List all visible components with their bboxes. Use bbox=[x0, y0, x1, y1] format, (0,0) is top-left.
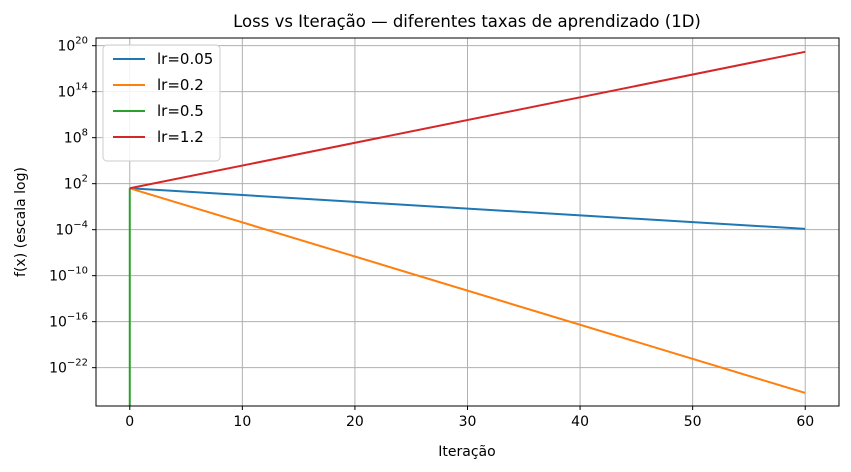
y-tick-label: 102 bbox=[64, 174, 88, 193]
legend-label: lr=0.05 bbox=[157, 50, 213, 68]
y-tick-label: 1020 bbox=[57, 36, 88, 55]
legend-box bbox=[102, 44, 221, 162]
y-tick-label: 10−22 bbox=[49, 358, 88, 377]
y-tick-label: 108 bbox=[64, 128, 88, 147]
y-tick-label: 10−10 bbox=[49, 266, 88, 285]
x-tick-label: 10 bbox=[233, 414, 251, 430]
x-tick-label: 0 bbox=[125, 414, 134, 430]
x-tick-label: 40 bbox=[571, 414, 589, 430]
y-tick-label: 10−16 bbox=[49, 312, 88, 331]
legend-label: lr=0.5 bbox=[157, 102, 204, 120]
series-line-lr=1.2 bbox=[129, 50, 806, 190]
y-axis-label: f(x) (escala log) bbox=[13, 167, 29, 277]
axis-ticks: 0 10 20 30 40 50 601020101410810210−410−1010−1… bbox=[49, 36, 814, 430]
x-tick-label: 20 bbox=[346, 414, 364, 430]
x-tick-label: 50 bbox=[684, 414, 702, 430]
series-line-lr=0.05 bbox=[129, 187, 806, 230]
series-lines bbox=[128, 50, 806, 406]
x-tick-label: 60 bbox=[796, 414, 814, 430]
x-tick-label: 30 bbox=[459, 414, 477, 430]
y-tick-label: 1014 bbox=[57, 82, 88, 101]
y-tick-label: 10−4 bbox=[55, 220, 88, 239]
x-axis-label: Iteração bbox=[438, 444, 495, 460]
series-line-lr=0.2 bbox=[129, 187, 806, 394]
legend-label: lr=1.2 bbox=[157, 128, 204, 146]
chart-title: Loss vs Iteração — diferentes taxas de a… bbox=[233, 12, 701, 31]
legend-label: lr=0.2 bbox=[157, 76, 204, 94]
legend: lr=0.05 lr=0.2 lr=0.5 lr=1.2 bbox=[102, 44, 221, 162]
